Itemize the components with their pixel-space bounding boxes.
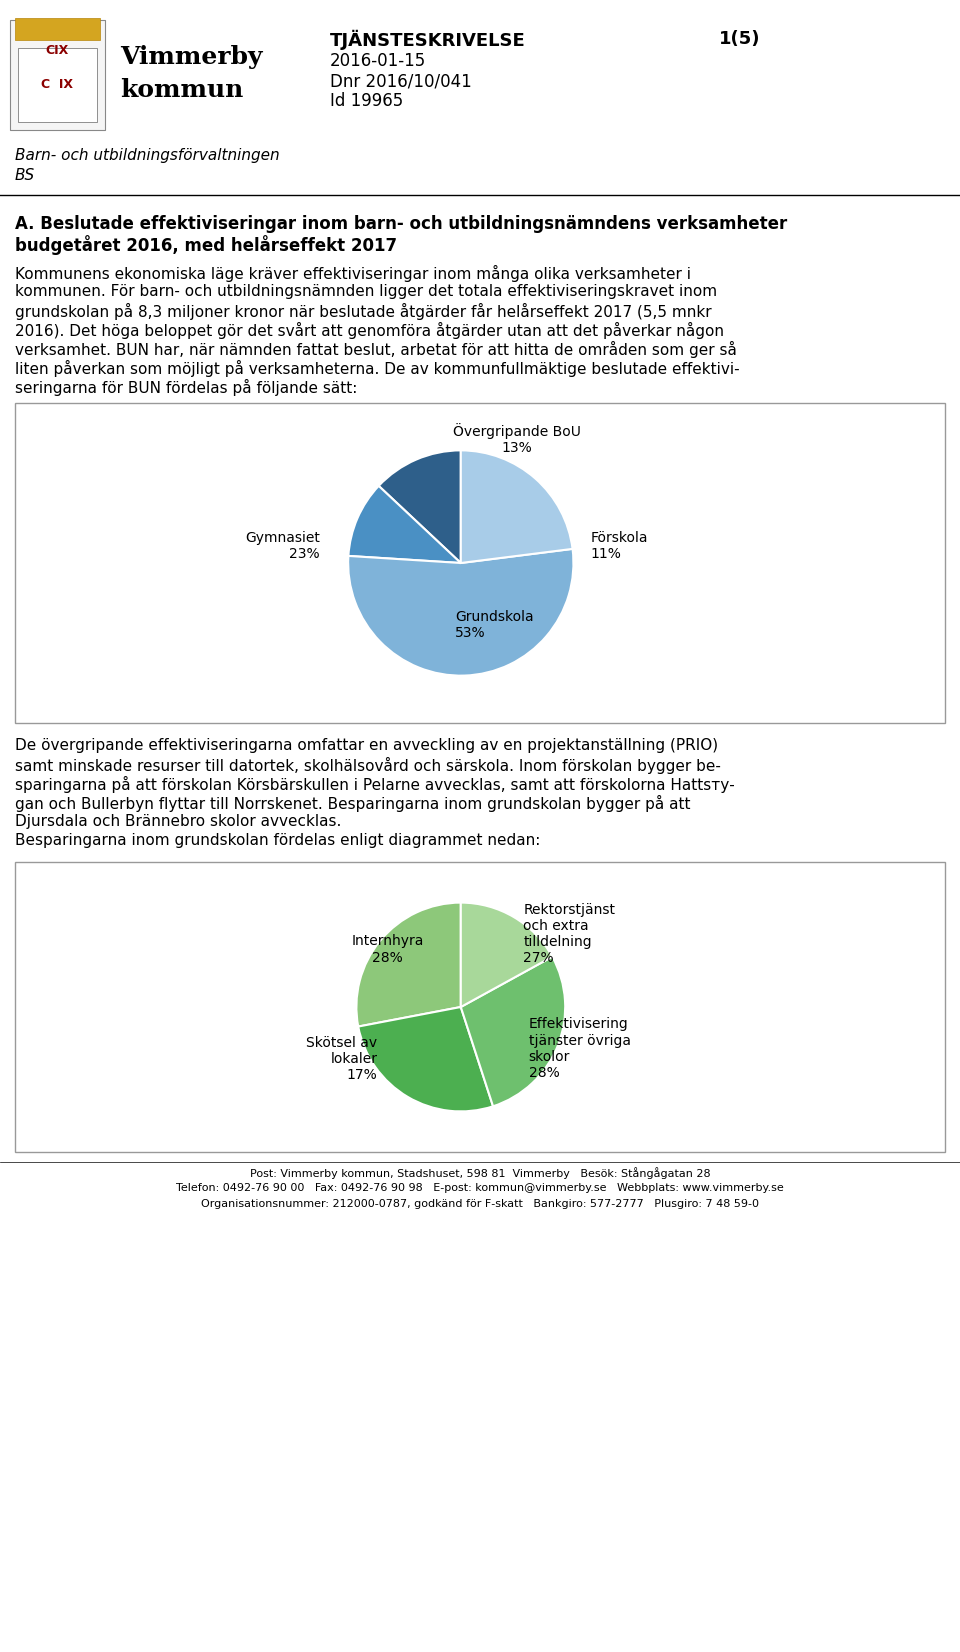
Text: Vimmerby: Vimmerby (120, 45, 262, 69)
Text: BS: BS (15, 169, 36, 183)
Text: budgetåret 2016, med helårseffekt 2017: budgetåret 2016, med helårseffekt 2017 (15, 235, 397, 254)
Text: seringarna för BUN fördelas på följande sätt:: seringarna för BUN fördelas på följande … (15, 378, 357, 396)
Text: Internhyra
28%: Internhyra 28% (351, 935, 424, 965)
Text: Rektorstjänst
och extra
tilldelning
27%: Rektorstjänst och extra tilldelning 27% (523, 902, 615, 965)
Text: liten påverkan som möjligt på verksamheterna. De av kommunfullmäktige beslutade : liten påverkan som möjligt på verksamhet… (15, 360, 739, 377)
Wedge shape (461, 451, 572, 563)
Text: Grundskola
53%: Grundskola 53% (455, 610, 534, 639)
Text: Effektivisering
tjänster övriga
skolor
28%: Effektivisering tjänster övriga skolor 2… (529, 1018, 631, 1080)
Text: gan och Bullerbyn flyttar till Norrskenet. Besparingarna inom grundskolan bygger: gan och Bullerbyn flyttar till Norrskene… (15, 795, 690, 813)
Text: Gymnasiet
23%: Gymnasiet 23% (245, 530, 320, 562)
Wedge shape (348, 486, 461, 563)
Text: kommunen. För barn- och utbildningsnämnden ligger det totala effektiviseringskra: kommunen. För barn- och utbildningsnämnd… (15, 284, 717, 299)
Text: TJÄNSTESKRIVELSE: TJÄNSTESKRIVELSE (330, 30, 526, 50)
Text: Djursdala och Brännebro skolor avvecklas.: Djursdala och Brännebro skolor avvecklas… (15, 814, 342, 829)
Wedge shape (356, 902, 461, 1026)
FancyBboxPatch shape (10, 20, 105, 131)
Text: C  IX: C IX (41, 79, 73, 91)
Text: grundskolan på 8,3 miljoner kronor när beslutade åtgärder får helårseffekt 2017 : grundskolan på 8,3 miljoner kronor när b… (15, 302, 711, 320)
Text: verksamhet. BUN har, när nämnden fattat beslut, arbetat för att hitta de områden: verksamhet. BUN har, när nämnden fattat … (15, 340, 737, 358)
Text: Dnr 2016/10/041: Dnr 2016/10/041 (330, 73, 471, 89)
Text: sparingarna på att förskolan Körsbärskullen i Pelarne avvecklas, samt att försko: sparingarna på att förskolan Körsbärskul… (15, 776, 734, 793)
Text: Telefon: 0492-76 90 00   Fax: 0492-76 90 98   E-post: kommun@vimmerby.se   Webbp: Telefon: 0492-76 90 00 Fax: 0492-76 90 9… (176, 1183, 784, 1193)
Text: Kommunens ekonomiska läge kräver effektiviseringar inom många olika verksamheter: Kommunens ekonomiska läge kräver effekti… (15, 264, 691, 282)
Text: 2016-01-15: 2016-01-15 (330, 51, 426, 69)
FancyBboxPatch shape (10, 20, 105, 131)
Text: kommun: kommun (120, 78, 244, 102)
FancyBboxPatch shape (15, 18, 100, 40)
FancyBboxPatch shape (15, 862, 945, 1151)
Text: Skötsel av
lokaler
17%: Skötsel av lokaler 17% (306, 1036, 377, 1082)
Text: 🏛: 🏛 (45, 56, 69, 94)
Wedge shape (348, 548, 573, 676)
Wedge shape (461, 957, 565, 1107)
Wedge shape (378, 451, 461, 563)
Text: samt minskade resurser till datortek, skolhälsovård och särskola. Inom förskolan: samt minskade resurser till datortek, sk… (15, 757, 721, 775)
Text: 1(5): 1(5) (718, 30, 760, 48)
Text: Barn- och utbildningsförvaltningen: Barn- och utbildningsförvaltningen (15, 149, 279, 164)
Text: 2016). Det höga beloppet gör det svårt att genomföra åtgärder utan att det påver: 2016). Det höga beloppet gör det svårt a… (15, 322, 724, 339)
Text: De övergripande effektiviseringarna omfattar en avveckling av en projektanställn: De övergripande effektiviseringarna omfa… (15, 738, 718, 753)
Wedge shape (358, 1008, 493, 1112)
Text: CIX: CIX (45, 43, 68, 56)
Text: Organisationsnummer: 212000-0787, godkänd för F-skatt   Bankgiro: 577-2777   Plu: Organisationsnummer: 212000-0787, godkän… (201, 1199, 759, 1209)
FancyBboxPatch shape (15, 403, 945, 724)
Text: Besparingarna inom grundskolan fördelas enligt diagrammet nedan:: Besparingarna inom grundskolan fördelas … (15, 833, 540, 847)
Text: Id 19965: Id 19965 (330, 93, 403, 111)
Text: A. Beslutade effektiviseringar inom barn- och utbildningsnämndens verksamheter: A. Beslutade effektiviseringar inom barn… (15, 215, 787, 233)
Text: Övergripande BoU
13%: Övergripande BoU 13% (453, 423, 581, 456)
Text: Förskola
11%: Förskola 11% (590, 530, 648, 562)
Wedge shape (461, 902, 552, 1008)
FancyBboxPatch shape (18, 48, 97, 122)
Text: Post: Vimmerby kommun, Stadshuset, 598 81  Vimmerby   Besök: Stångågatan 28: Post: Vimmerby kommun, Stadshuset, 598 8… (250, 1166, 710, 1180)
